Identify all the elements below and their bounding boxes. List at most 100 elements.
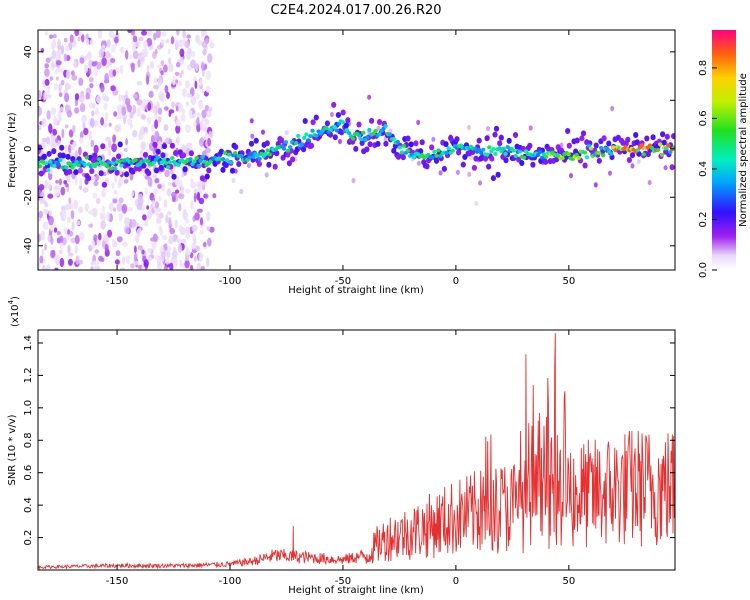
heatmap-noise-cell <box>79 57 85 64</box>
heatmap-ridge-cell <box>446 146 451 151</box>
heatmap-noise-cell <box>164 85 169 94</box>
heatmap-noise-cell <box>153 84 159 90</box>
heatmap-noise-cell <box>56 49 62 59</box>
colorbar-tick-label: 0.4 <box>698 161 709 177</box>
y-tick-label: 0 <box>23 146 34 152</box>
heatmap-noise-cell <box>201 88 205 94</box>
heatmap-noise-cell <box>127 54 133 59</box>
heatmap-noise-cell <box>176 135 181 145</box>
heatmap-noise-cell <box>155 101 160 109</box>
heatmap-noise-cell <box>170 36 175 45</box>
heatmap-noise-cell <box>55 76 59 81</box>
heatmap-noise-cell <box>131 219 137 228</box>
heatmap-noise-cell <box>98 255 104 262</box>
heatmap-ridge-cell <box>170 156 175 161</box>
heatmap-ridge-cell <box>566 152 571 157</box>
heatmap-noise-cell <box>88 210 95 215</box>
heatmap-noise-cell <box>60 79 65 86</box>
heatmap-noise-cell <box>201 62 205 71</box>
heatmap-ridge-cell <box>505 145 510 149</box>
heatmap-noise-cell <box>455 169 460 175</box>
heatmap-noise-cell <box>74 107 80 114</box>
heatmap-ridge-cell <box>517 149 522 154</box>
heatmap-noise-cell <box>156 217 162 224</box>
heatmap-noise-cell <box>164 137 170 144</box>
heatmap-halo-cell <box>141 162 147 169</box>
heatmap-noise-cell <box>44 179 49 189</box>
heatmap-halo-cell <box>669 164 675 171</box>
heatmap-noise-cell <box>42 221 49 230</box>
heatmap-halo-cell <box>206 167 212 174</box>
heatmap-noise-cell <box>101 189 107 198</box>
heatmap-noise-cell <box>111 182 115 189</box>
heatmap-noise-cell <box>52 33 57 39</box>
heatmap-noise-cell <box>127 207 134 212</box>
heatmap-noise-cell <box>49 226 54 231</box>
heatmap-noise-cell <box>114 36 119 44</box>
colorbar-tick-label: 0.8 <box>698 60 709 76</box>
heatmap-ridge-cell <box>151 160 157 165</box>
heatmap-noise-cell <box>175 119 181 127</box>
heatmap-ridge-cell <box>367 127 372 132</box>
heatmap-noise-cell <box>593 182 598 188</box>
heatmap-noise-cell <box>115 114 122 120</box>
heatmap-halo-cell <box>364 146 370 153</box>
heatmap-noise-cell <box>186 34 191 39</box>
heatmap-ridge-cell <box>314 133 319 138</box>
heatmap-noise-cell <box>43 91 47 101</box>
heatmap-noise-cell <box>636 159 641 165</box>
heatmap-halo-cell <box>223 162 229 169</box>
heatmap-noise-cell <box>207 53 213 64</box>
heatmap-noise-cell <box>111 44 116 53</box>
heatmap-halo-cell <box>335 112 341 118</box>
heatmap-halo-cell <box>512 132 519 138</box>
heatmap-ridge-cell <box>255 153 260 158</box>
y-tick-label: -40 <box>23 238 34 254</box>
heatmap-noise-cell <box>76 220 81 226</box>
heatmap-ridge-cell <box>38 164 43 169</box>
spectrogram-x-axis: -150 -100 -50 0 50 <box>106 30 575 287</box>
heatmap-ridge-cell <box>479 150 484 155</box>
heatmap-ridge-cell <box>306 138 311 143</box>
heatmap-noise-cell <box>38 106 43 116</box>
heatmap-ridge-cell <box>373 129 378 133</box>
heatmap-noise-cell <box>208 130 213 138</box>
heatmap-noise-cell <box>77 167 83 174</box>
heatmap-ridge-cell <box>332 124 337 129</box>
heatmap-noise-cell <box>197 181 203 188</box>
heatmap-noise-cell <box>77 36 81 42</box>
x-tick-label: -50 <box>335 276 351 287</box>
heatmap-halo-cell <box>424 163 430 170</box>
heatmap-noise-cell <box>96 61 102 70</box>
heatmap-noise-cell <box>185 232 190 239</box>
heatmap-noise-cell <box>207 237 212 247</box>
heatmap-noise-cell <box>154 119 159 130</box>
heatmap-noise-cell <box>171 250 178 258</box>
heatmap-noise-cell <box>89 83 94 89</box>
heatmap-noise-cell <box>59 235 64 243</box>
heatmap-noise-cell <box>180 114 186 122</box>
snr-y-scale-exponent: 4 <box>7 299 15 304</box>
heatmap-ridge-cell <box>401 143 407 148</box>
heatmap-halo-cell <box>359 140 365 146</box>
heatmap-noise-cell <box>163 199 168 209</box>
heatmap-noise-cell <box>85 92 90 100</box>
heatmap-halo-cell <box>566 142 572 149</box>
heatmap-noise-cell <box>239 188 244 195</box>
snr-plot-area <box>38 330 675 570</box>
heatmap-halo-cell <box>51 148 57 155</box>
heatmap-halo-cell <box>345 117 351 124</box>
heatmap-noise-cell <box>53 227 58 233</box>
heatmap-noise-cell <box>141 265 146 270</box>
heatmap-noise-cell <box>61 128 65 139</box>
heatmap-noise-cell <box>133 252 138 262</box>
heatmap-noise-cell <box>93 234 98 240</box>
heatmap-halo-cell <box>180 152 187 159</box>
heatmap-noise-cell <box>165 39 170 44</box>
heatmap-noise-cell <box>190 200 194 210</box>
heatmap-ridge-cell <box>109 166 114 171</box>
heatmap-noise-cell <box>44 68 50 77</box>
heatmap-noise-cell <box>78 77 84 86</box>
heatmap-noise-cell <box>486 126 490 132</box>
heatmap-noise-cell <box>166 188 172 197</box>
